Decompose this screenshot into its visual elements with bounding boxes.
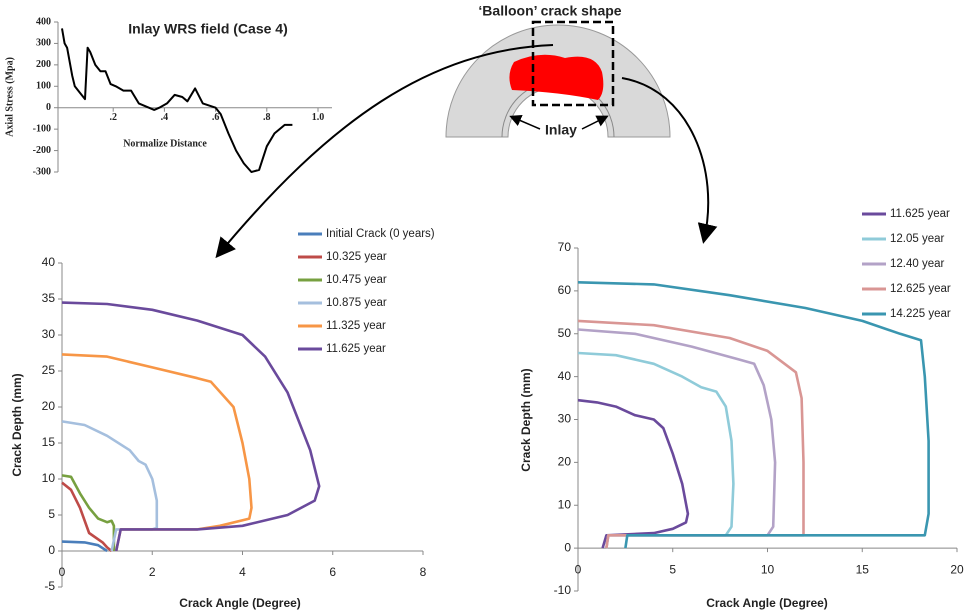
- x-tick-label: 8: [420, 565, 427, 579]
- series-line: [62, 475, 114, 551]
- y-tick-label: 20: [558, 455, 572, 469]
- crack-diagram: ‘Balloon’ crack shape Inlay: [218, 3, 708, 255]
- x-tick-label: .2: [109, 112, 117, 123]
- legend-label: 10.875 year: [326, 297, 387, 309]
- series-line: [578, 353, 733, 548]
- series-line: [62, 542, 107, 551]
- y-tick-label: 40: [558, 369, 572, 383]
- y-tick-label: 35: [42, 291, 56, 305]
- y-tick-label: 60: [558, 283, 572, 297]
- x-axis-label: Normalize Distance: [123, 138, 207, 149]
- legend-label: Initial Crack (0 years): [326, 228, 435, 240]
- y-tick-label: 0: [564, 540, 571, 554]
- chart-title: Inlay WRS field (Case 4): [128, 21, 287, 37]
- series-line: [578, 330, 775, 549]
- x-axis-label: Crack Angle (Degree): [706, 596, 828, 610]
- legend-label: 10.325 year: [326, 251, 387, 263]
- y-tick-label: 300: [36, 38, 51, 49]
- legend-label: 12.05 year: [890, 233, 945, 245]
- legend-label: 14.225 year: [890, 308, 951, 320]
- y-tick-label: 20: [42, 399, 56, 413]
- y-tick-label: 0: [48, 543, 55, 557]
- chart: -5 0 5 10 15 20 25 30 35 40 0 2 4 6 8 Crack Angle (Degr…: [10, 228, 435, 610]
- legend-label: 10.475 year: [326, 274, 387, 286]
- x-tick-label: .4: [161, 112, 169, 123]
- legend-label: 11.325 year: [326, 320, 386, 332]
- x-tick-label: 4: [239, 565, 246, 579]
- legend-label: 12.625 year: [890, 283, 951, 295]
- legend-label: 11.625 year: [890, 208, 950, 220]
- legend-label: 12.40 year: [890, 258, 945, 270]
- y-tick-label: -300: [33, 166, 51, 177]
- y-tick-label: 5: [48, 507, 55, 521]
- y-axis-label: Crack Depth (mm): [519, 368, 533, 471]
- diagram-title: ‘Balloon’ crack shape: [478, 3, 621, 19]
- y-tick-label: -200: [33, 145, 51, 156]
- y-tick-label: 0: [46, 102, 51, 113]
- y-tick-label: 15: [42, 435, 56, 449]
- y-tick-label: 30: [558, 412, 572, 426]
- y-tick-label: 10: [42, 471, 56, 485]
- y-tick-label: 100: [36, 81, 51, 92]
- y-tick-label: 400: [36, 16, 51, 27]
- y-axis-label: Crack Depth (mm): [10, 373, 24, 476]
- x-axis-label: Crack Angle (Degree): [179, 596, 301, 610]
- x-tick-label: 5: [669, 562, 676, 576]
- y-tick-label: 40: [42, 255, 56, 269]
- x-tick-label: 2: [149, 565, 156, 579]
- x-tick-label: 20: [950, 562, 964, 576]
- x-tick-label: .8: [263, 112, 271, 123]
- chart: -300 -200 -100 0 100 200 300 400 .2 .4 .6 .8 1.0 Inla…: [4, 16, 332, 177]
- y-tick-label: -10: [554, 583, 572, 597]
- x-tick-label: 6: [329, 565, 336, 579]
- x-tick-label: 15: [856, 562, 870, 576]
- diagram-label: Inlay: [545, 122, 577, 138]
- x-tick-label: 0: [59, 565, 66, 579]
- series-line: [578, 282, 929, 548]
- series-line: [62, 303, 319, 551]
- y-tick-label: 200: [36, 59, 51, 70]
- legend-label: 11.625 year: [326, 343, 386, 355]
- y-tick-label: -5: [44, 579, 55, 593]
- series-line: [578, 400, 688, 548]
- x-tick-label: 10: [761, 562, 775, 576]
- y-tick-label: -100: [33, 123, 51, 134]
- y-tick-label: 10: [558, 497, 572, 511]
- y-tick-label: 25: [42, 363, 56, 377]
- x-tick-label: .6: [212, 112, 220, 123]
- y-tick-label: 50: [558, 326, 572, 340]
- y-tick-label: 30: [42, 327, 56, 341]
- x-tick-label: 0: [575, 562, 582, 576]
- series-line: [62, 28, 292, 172]
- figure: ‘Balloon’ crack shape Inlay -300-200-100…: [0, 0, 979, 615]
- y-axis-label: Axial Stress (Mpa): [4, 57, 15, 137]
- y-tick-label: 70: [558, 240, 572, 254]
- x-tick-label: 1.0: [312, 112, 325, 123]
